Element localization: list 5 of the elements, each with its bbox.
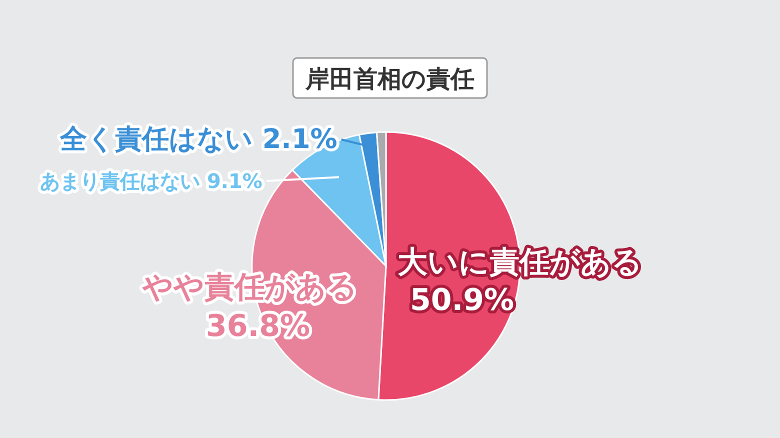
slice-label: 大いに責任がある <box>398 245 642 280</box>
slice-label: 全く責任はない 2.1% <box>59 124 338 155</box>
data-label: 50.9% <box>410 283 514 318</box>
slice-label: あまり責任はない 9.1% <box>40 169 262 193</box>
chart-title: 岸田首相の責任 <box>304 65 474 93</box>
